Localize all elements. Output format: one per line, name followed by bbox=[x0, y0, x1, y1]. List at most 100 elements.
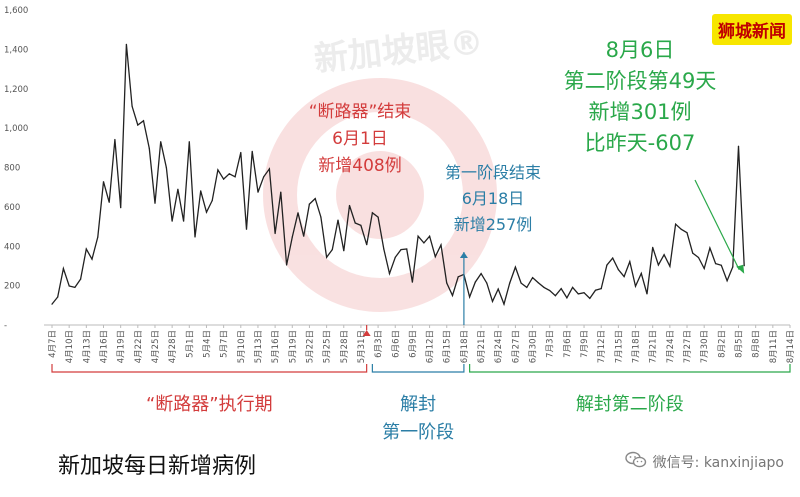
data-point bbox=[680, 228, 682, 230]
brand-badge: 狮城新闻 bbox=[712, 14, 792, 45]
phase2-period-bracket bbox=[469, 364, 791, 373]
x-tick-label: 7月9日 bbox=[580, 330, 590, 358]
data-point bbox=[348, 204, 351, 207]
data-point bbox=[85, 248, 87, 250]
data-point bbox=[108, 201, 110, 203]
x-tick-label: 7月18日 bbox=[632, 330, 642, 363]
data-point bbox=[337, 219, 339, 221]
x-tick-label: 4月25日 bbox=[151, 330, 161, 363]
x-tick-label: 5月25日 bbox=[323, 330, 333, 363]
data-point bbox=[589, 297, 591, 299]
breaker-end-annotation-line: 新增408例 bbox=[318, 156, 401, 176]
x-tick-label: 4月19日 bbox=[117, 330, 127, 363]
today-pointer-arrow bbox=[736, 264, 745, 274]
data-point bbox=[51, 303, 53, 305]
data-point bbox=[148, 147, 150, 149]
data-point bbox=[257, 191, 259, 193]
data-point bbox=[142, 120, 145, 122]
data-point bbox=[183, 220, 185, 222]
x-tick-label: 7月3日 bbox=[546, 330, 556, 358]
data-point bbox=[737, 145, 740, 147]
data-point bbox=[594, 289, 597, 291]
data-point bbox=[497, 288, 499, 290]
data-point bbox=[268, 168, 270, 170]
data-point bbox=[423, 242, 425, 244]
y-tick-label: - bbox=[4, 321, 7, 331]
y-tick-label: 800 bbox=[4, 164, 20, 174]
data-point bbox=[102, 181, 105, 183]
data-point bbox=[57, 296, 59, 298]
data-point bbox=[223, 178, 225, 180]
data-point bbox=[532, 277, 534, 279]
data-point bbox=[726, 280, 728, 282]
data-point bbox=[331, 249, 333, 251]
data-point bbox=[491, 300, 494, 302]
x-tick-label: 4月7日 bbox=[48, 330, 58, 358]
watermark-center bbox=[336, 151, 424, 239]
breaker-end-annotation-line: 6月1日 bbox=[332, 129, 388, 149]
data-point bbox=[469, 296, 471, 298]
x-tick-label: 4月22日 bbox=[134, 330, 144, 363]
data-point bbox=[400, 249, 402, 251]
data-point bbox=[200, 190, 202, 192]
data-point bbox=[640, 272, 642, 274]
data-point bbox=[732, 266, 734, 268]
cases-series-line bbox=[51, 44, 745, 307]
data-point bbox=[154, 202, 156, 204]
x-tick-label: 6月3日 bbox=[374, 330, 384, 358]
data-point bbox=[320, 216, 322, 218]
today-annotation-line: 新增301例 bbox=[588, 100, 691, 124]
data-point bbox=[583, 292, 585, 294]
data-point bbox=[394, 256, 396, 258]
data-point bbox=[303, 235, 305, 237]
data-point bbox=[406, 248, 408, 250]
today-pointer-line bbox=[694, 179, 740, 271]
data-point bbox=[91, 258, 93, 260]
data-point bbox=[663, 254, 665, 256]
x-tick-label: 5月28日 bbox=[340, 330, 350, 363]
y-tick-label: 400 bbox=[4, 242, 20, 252]
data-point bbox=[503, 303, 505, 305]
data-point bbox=[692, 252, 694, 254]
watermark-text: 新加坡眼® bbox=[312, 22, 485, 80]
data-point bbox=[606, 264, 608, 266]
data-point bbox=[743, 265, 745, 267]
data-point bbox=[715, 263, 717, 265]
data-point bbox=[274, 232, 276, 235]
data-point bbox=[577, 293, 579, 295]
x-tick-label: 6月30日 bbox=[529, 330, 539, 363]
wechat-id-text: 微信号: kanxinjiapo bbox=[652, 455, 784, 471]
x-tick-label: 7月6日 bbox=[563, 330, 573, 358]
x-tick-label: 5月10日 bbox=[237, 330, 247, 363]
data-point bbox=[634, 285, 637, 287]
data-point bbox=[629, 261, 631, 263]
x-tick-label: 4月28日 bbox=[168, 330, 178, 363]
data-point bbox=[434, 256, 436, 258]
data-point bbox=[245, 228, 248, 230]
x-tick-label: 4月10日 bbox=[65, 330, 75, 363]
wechat-footer: 微信号: kanxinjiapo bbox=[624, 451, 784, 473]
data-point bbox=[388, 273, 391, 275]
x-tick-label: 8月2日 bbox=[717, 330, 727, 358]
data-point bbox=[286, 264, 288, 266]
data-point bbox=[646, 293, 648, 295]
data-point bbox=[228, 173, 230, 175]
data-point bbox=[652, 246, 654, 248]
x-tick-label: 7月30日 bbox=[700, 330, 710, 363]
data-point bbox=[125, 43, 127, 45]
data-point bbox=[411, 281, 413, 283]
data-point bbox=[377, 216, 379, 218]
data-point bbox=[686, 232, 688, 234]
data-point bbox=[537, 282, 539, 284]
data-point bbox=[211, 200, 213, 202]
data-point bbox=[251, 150, 253, 152]
phase1-period-label: 解封 bbox=[400, 394, 436, 415]
data-point bbox=[486, 282, 488, 284]
x-tick-label: 6月6日 bbox=[391, 330, 401, 358]
phase1-period-bracket bbox=[371, 364, 465, 373]
data-point bbox=[549, 289, 551, 292]
breaker-end-marker-arrow bbox=[362, 330, 371, 336]
x-tick-label: 8月14日 bbox=[786, 330, 796, 363]
